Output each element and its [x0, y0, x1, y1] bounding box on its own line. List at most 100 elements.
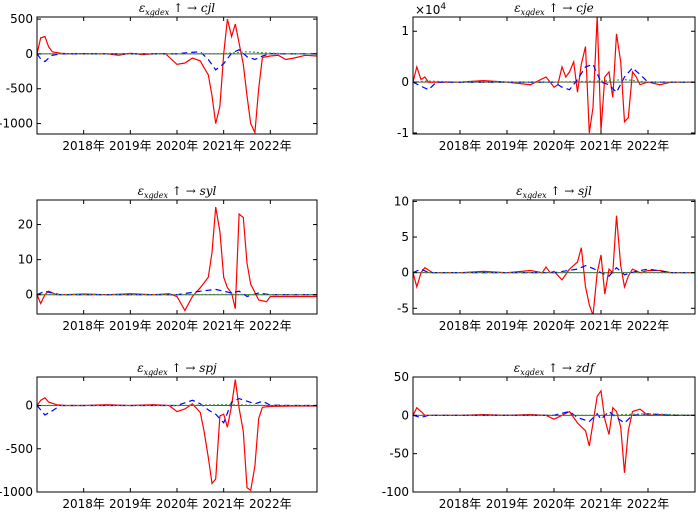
title-epsilon: ε — [138, 184, 144, 198]
title-epsilon: ε — [137, 361, 143, 375]
x-tick-label: 2022年 — [249, 139, 292, 153]
title-variable: sjl — [578, 184, 592, 198]
chart-title: εxgdex ↑ → spj — [137, 361, 217, 377]
title-subscript: xgdex — [520, 368, 544, 377]
title-subscript: xgdex — [145, 8, 169, 17]
series-line-3 — [413, 78, 695, 83]
y-tick-label: 10 — [18, 253, 33, 267]
x-tick-label: 2022年 — [627, 139, 670, 153]
y-tick-label: -5 — [397, 301, 409, 315]
x-tick-label: 2018年 — [439, 139, 482, 153]
x-tick-label: 2020年 — [156, 319, 199, 333]
title-subscript: xgdex — [144, 368, 168, 377]
title-variable: cje — [576, 1, 594, 15]
x-tick-label: 2022年 — [627, 319, 670, 333]
chart-title: εxgdex ↑ → syl — [138, 184, 217, 200]
title-epsilon: ε — [516, 184, 522, 198]
chart-title: εxgdex ↑ → cjl — [139, 1, 215, 17]
y-tick-label: 20 — [18, 218, 33, 232]
x-tick-label: 2019年 — [109, 497, 152, 511]
x-tick-label: 2020年 — [533, 319, 576, 333]
chart-title: εxgdex ↑ → sjl — [516, 184, 592, 200]
chart-panel-zdf: -100 -50 0 50 2018年 2019年 2020年 2021年 2022年 εxgde… — [382, 361, 696, 511]
x-tick-label: 2021年 — [580, 139, 623, 153]
x-tick-label: 2020年 — [156, 497, 199, 511]
x-tick-label: 2019年 — [109, 319, 152, 333]
x-tick-label: 2021年 — [202, 319, 245, 333]
multiplier-base: ×10 — [415, 3, 440, 17]
title-arrows: ↑ → — [168, 361, 200, 375]
y-tick-label: -500 — [6, 442, 33, 456]
x-tick-label: 2020年 — [533, 497, 576, 511]
title-subscript: xgdex — [144, 191, 168, 200]
chart-title: εxgdex ↑ → cje — [514, 1, 594, 17]
x-tick-label: 2021年 — [202, 139, 245, 153]
y-tick-label: 10 — [394, 194, 409, 208]
y-tick-label: 0 — [401, 266, 409, 280]
y-tick-label: 1 — [401, 24, 409, 38]
x-tick-label: 2019年 — [486, 497, 529, 511]
title-arrows: ↑ → — [168, 184, 200, 198]
title-arrows: ↑ → — [545, 1, 577, 15]
series-line-2 — [37, 397, 317, 424]
y-tick-label: -1000 — [0, 117, 33, 131]
title-variable: zdf — [575, 361, 597, 375]
x-tick-label: 2022年 — [627, 497, 670, 511]
title-variable: spj — [199, 361, 217, 375]
x-tick-label: 2018年 — [62, 497, 105, 511]
series-line-3 — [413, 413, 695, 416]
title-variable: syl — [200, 184, 217, 198]
y-tick-label: -1000 — [0, 485, 33, 499]
series-line-2 — [413, 264, 695, 277]
y-tick-label: 0 — [25, 47, 33, 61]
x-tick-label: 2018年 — [62, 319, 105, 333]
series-line-3 — [37, 404, 317, 407]
x-tick-label: 2019年 — [109, 139, 152, 153]
x-tick-label: 2020年 — [533, 139, 576, 153]
title-epsilon: ε — [514, 361, 520, 375]
y-multiplier: ×104 — [415, 2, 446, 17]
y-tick-label: 500 — [10, 12, 33, 26]
y-tick-label: 0 — [25, 288, 33, 302]
title-epsilon: ε — [139, 1, 145, 15]
x-tick-label: 2018年 — [439, 319, 482, 333]
y-tick-label: -100 — [382, 485, 409, 499]
title-subscript: xgdex — [521, 8, 545, 17]
y-tick-label: 50 — [394, 370, 409, 384]
title-arrows: ↑ → — [547, 184, 579, 198]
title-arrows: ↑ → — [544, 361, 576, 375]
title-variable: cjl — [201, 1, 215, 15]
x-tick-label: 2019年 — [486, 139, 529, 153]
title-epsilon: ε — [514, 1, 520, 15]
x-tick-label: 2021年 — [202, 497, 245, 511]
x-tick-label: 2022年 — [249, 319, 292, 333]
y-tick-label: -500 — [6, 82, 33, 96]
y-tick-label: 0 — [401, 408, 409, 422]
x-tick-label: 2018年 — [62, 139, 105, 153]
y-tick-label: 0 — [25, 399, 33, 413]
chart-title: εxgdex ↑ → zdf — [514, 361, 597, 377]
y-tick-label: -50 — [389, 447, 409, 461]
multiplier-exponent: 4 — [440, 2, 446, 12]
chart-panel-cje: -1 0 1 2018年 2019年 2020年 2021年 2022年 εxgdex ↑ → … — [397, 1, 696, 153]
x-tick-label: 2020年 — [156, 139, 199, 153]
x-tick-label: 2018年 — [439, 497, 482, 511]
series-line-2 — [413, 63, 695, 94]
title-arrows: ↑ → — [169, 1, 201, 15]
chart-panel-sjl: -5 0 5 10 2018年 2019年 2020年 2021年 2022年 εxgdex ↑ … — [394, 184, 696, 333]
y-tick-label: -1 — [397, 126, 409, 140]
x-tick-label: 2019年 — [486, 319, 529, 333]
chart-panel-cjl: -1000 -500 0 500 2018年 2019年 2020年 2021年 2022年 εx… — [0, 1, 318, 153]
title-subscript: xgdex — [523, 191, 547, 200]
series-line-2 — [37, 48, 317, 71]
y-tick-label: 5 — [401, 230, 409, 244]
x-tick-label: 2022年 — [249, 497, 292, 511]
x-tick-label: 2021年 — [580, 497, 623, 511]
chart-panel-syl: 0 10 20 2018年 2019年 2020年 2021年 2022年 εxgdex ↑ →… — [18, 184, 318, 333]
series-line-3 — [37, 51, 317, 55]
chart-panel-spj: -1000 -500 0 2018年 2019年 2020年 2021年 2022年 εxgde… — [0, 361, 318, 511]
series-line-1 — [413, 17, 695, 134]
y-tick-label: 0 — [401, 75, 409, 89]
x-tick-label: 2021年 — [580, 319, 623, 333]
